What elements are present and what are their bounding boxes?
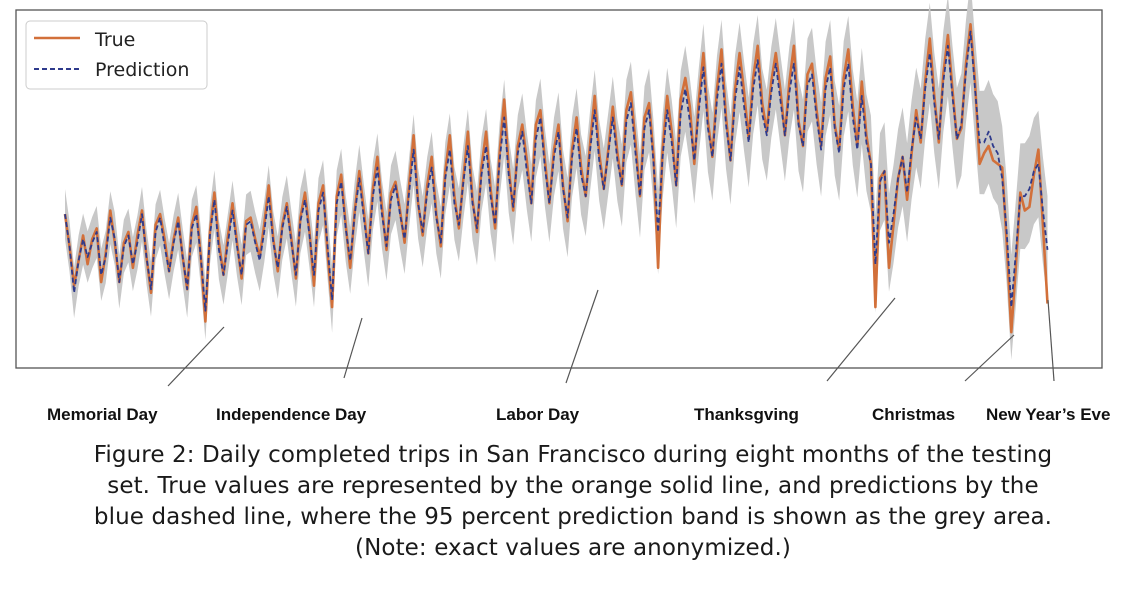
annotation-label: Christmas (872, 405, 955, 424)
annotation-labor-day: Labor Day (496, 289, 599, 424)
annotation-arrow (1047, 299, 1055, 382)
annotation-label: Labor Day (496, 405, 580, 424)
chart: True Prediction Memorial Day Independenc… (15, 0, 1110, 424)
annotation-new-years-eve: New Year’s Eve (986, 299, 1110, 424)
annotation-arrow (826, 297, 896, 382)
annotation-arrow (343, 317, 363, 379)
figure-caption: Figure 2: Daily completed trips in San F… (0, 440, 1146, 564)
annotation-label: Memorial Day (47, 405, 158, 424)
series-prediction-line (64, 30, 1049, 312)
annotation-label: Independence Day (216, 405, 367, 424)
annotation-label: New Year’s Eve (986, 405, 1110, 424)
annotation-arrow (964, 334, 1015, 382)
annotation-arrow (565, 289, 599, 384)
annotation-arrow (167, 326, 225, 387)
annotation-memorial-day: Memorial Day (47, 326, 225, 424)
prediction-band (65, 0, 1048, 360)
legend-prediction-label: Prediction (95, 59, 189, 81)
caption-line: set. True values are represented by the … (107, 473, 1039, 499)
plot-area (63, 0, 1049, 360)
caption-line: (Note: exact values are anonymized.) (355, 535, 791, 561)
caption-line: Figure 2: Daily completed trips in San F… (93, 442, 1053, 468)
annotation-thanksgiving: Thanksgving (694, 297, 896, 424)
annotation-christmas: Christmas (872, 334, 1015, 424)
annotation-label: Thanksgving (694, 405, 799, 424)
legend: True Prediction (25, 20, 208, 90)
legend-true-label: True (94, 29, 135, 51)
caption-line: blue dashed line, where the 95 percent p… (93, 504, 1053, 530)
annotation-independence-day: Independence Day (216, 317, 367, 424)
annotations: Memorial Day Independence Day Labor Day … (47, 289, 1110, 424)
